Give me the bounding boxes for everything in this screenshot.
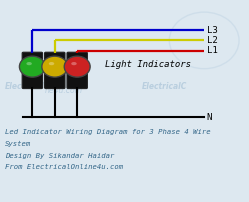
Text: ne4u.com: ne4u.com	[45, 86, 83, 95]
Ellipse shape	[49, 62, 54, 65]
Text: L1: L1	[207, 46, 217, 55]
FancyBboxPatch shape	[45, 52, 65, 88]
Text: Design By Sikandar Haidar: Design By Sikandar Haidar	[5, 153, 114, 159]
FancyBboxPatch shape	[67, 52, 87, 88]
Text: System: System	[5, 141, 31, 147]
Ellipse shape	[26, 62, 32, 65]
Text: L3: L3	[207, 26, 217, 35]
Circle shape	[19, 56, 45, 77]
Circle shape	[64, 56, 90, 77]
Text: N: N	[207, 113, 212, 122]
Circle shape	[42, 56, 68, 77]
FancyBboxPatch shape	[22, 52, 43, 88]
Text: Light Indicators: Light Indicators	[105, 60, 190, 69]
Text: Electrical: Electrical	[5, 82, 45, 91]
Ellipse shape	[71, 62, 77, 65]
Text: From ElectricalOnline4u.com: From ElectricalOnline4u.com	[5, 164, 123, 170]
Text: ElectricalC: ElectricalC	[142, 82, 187, 91]
Text: Led Indicator Wiring Diagram for 3 Phase 4 Wire: Led Indicator Wiring Diagram for 3 Phase…	[5, 129, 211, 135]
Text: L2: L2	[207, 36, 217, 45]
